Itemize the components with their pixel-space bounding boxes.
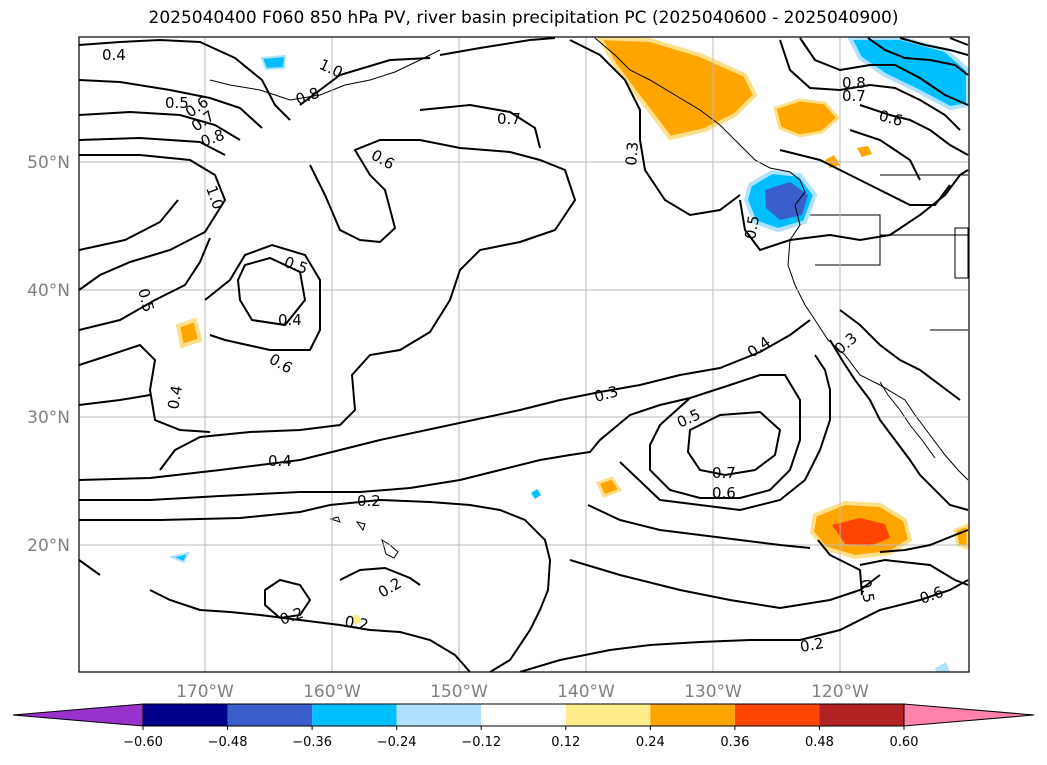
contour-label: 0.8 <box>842 74 866 92</box>
colorbar-segment <box>312 704 397 726</box>
contour-label: 0.6 <box>877 106 905 130</box>
longitude-label-140w: 140°W <box>557 682 615 702</box>
colorbar-segment <box>650 704 735 726</box>
contour-label: 0.5 <box>741 214 763 241</box>
longitude-label-120w: 120°W <box>811 682 869 702</box>
contour-label: 0.7 <box>497 110 521 128</box>
colorbar-segment <box>734 704 820 726</box>
pv-contours <box>79 37 969 672</box>
contour-label: 0.7 <box>842 87 866 105</box>
colorbar-tick-label: −0.60 <box>123 735 163 750</box>
colorbar-tick-label: −0.24 <box>377 735 417 750</box>
colorbar-segment <box>819 704 904 726</box>
coastlines <box>209 37 969 559</box>
contour-label: 0.4 <box>102 46 126 64</box>
contour-label: 0.5 <box>134 286 158 314</box>
colorbar-segment <box>396 704 482 726</box>
longitude-label-160w: 160°W <box>303 682 361 702</box>
contour-label: 0.2 <box>799 634 826 656</box>
contour-label: 0.5 <box>856 578 878 605</box>
colorbar: −0.60 −0.48 −0.36 −0.24 −0.12 0.12 0.24 0.36 0.4… <box>12 703 1035 750</box>
contour-label: 0.5 <box>165 94 189 112</box>
colorbar-tick-label: 0.48 <box>805 735 834 750</box>
graticule <box>79 37 969 672</box>
colorbar-segment <box>481 704 566 726</box>
contour-label: 0.7 <box>712 464 736 482</box>
colorbar-tick-label: 0.24 <box>636 735 665 750</box>
colorbar-frame <box>142 703 905 727</box>
colorbar-tick-label: 0.12 <box>551 735 580 750</box>
longitude-label-170w: 170°W <box>176 682 234 702</box>
colorbar-tick-label: −0.36 <box>292 735 332 750</box>
contour-label: 0.3 <box>622 141 642 166</box>
colorbar-extend-low <box>12 703 144 727</box>
contour-label: 0.2 <box>357 492 381 510</box>
latitude-label-50n: 50°N <box>27 153 70 173</box>
colorbar-segment <box>227 704 313 726</box>
contour-label: 0.6 <box>712 484 736 502</box>
colorbar-segment <box>143 704 228 726</box>
map-panel <box>79 37 969 672</box>
contour-label: 0.3 <box>592 382 620 406</box>
colorbar-segment <box>565 704 651 726</box>
map-frame <box>78 36 970 673</box>
contour-label: 0.4 <box>278 311 302 329</box>
contour-label: 0.4 <box>164 384 186 411</box>
map-title: 2025040400 F060 850 hPa PV, river basin … <box>148 8 899 28</box>
contour-label: 0.4 <box>268 452 292 470</box>
latitude-label-40n: 40°N <box>27 281 70 301</box>
contour-label: 0.2 <box>343 612 370 634</box>
colorbar-tick-label: 0.60 <box>890 735 919 750</box>
longitude-label-130w: 130°W <box>684 682 742 702</box>
latitude-label-30n: 30°N <box>27 408 70 428</box>
latitude-label-20n: 20°N <box>27 536 70 556</box>
colorbar-tick-label: −0.48 <box>208 735 248 750</box>
longitude-label-150w: 150°W <box>430 682 488 702</box>
colorbar-extend-high <box>903 703 1035 727</box>
colorbar-tick-label: −0.12 <box>461 735 501 750</box>
colorbar-tick-label: 0.36 <box>720 735 749 750</box>
